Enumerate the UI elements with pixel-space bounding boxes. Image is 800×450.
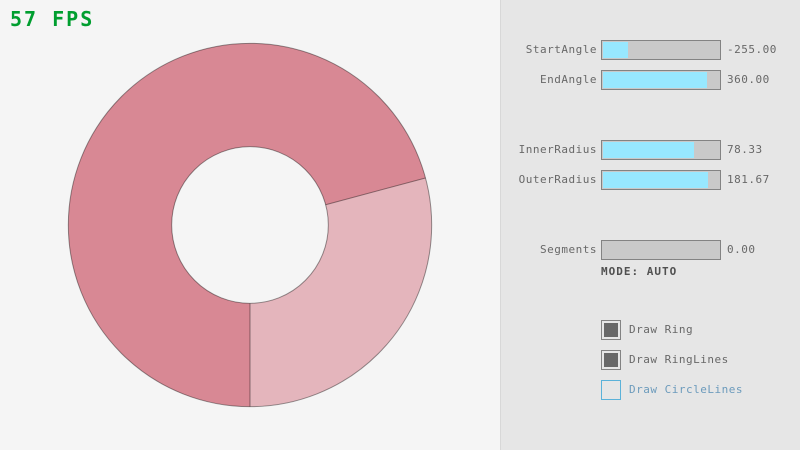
slider-row-segments: Segments 0.00 [501, 240, 800, 260]
controls-panel: StartAngle -255.00 EndAngle 360.00 InnerRadi… [500, 0, 800, 450]
checkbox-row-draw-ringlines: Draw RingLines [601, 350, 800, 370]
checkbox-label-draw-ringlines: Draw RingLines [629, 353, 729, 366]
slider-value-inner-radius: 78.33 [727, 143, 763, 156]
slider-row-end-angle: EndAngle 360.00 [501, 70, 800, 90]
slider-row-inner-radius: InnerRadius 78.33 [501, 140, 800, 160]
ring-chart [67, 42, 433, 408]
mode-label: MODE: AUTO [601, 265, 678, 278]
checkbox-draw-ringlines[interactable] [601, 350, 621, 370]
checkbox-check-icon [604, 353, 618, 367]
ring-outline-inner [171, 146, 329, 304]
slider-inner-radius[interactable] [601, 140, 721, 160]
ring-fill [68, 43, 432, 407]
slider-row-outer-radius: OuterRadius 181.67 [501, 170, 800, 190]
ring-overlap-fill [68, 43, 426, 407]
slider-value-outer-radius: 181.67 [727, 173, 770, 186]
slider-value-end-angle: 360.00 [727, 73, 770, 86]
slider-label-inner-radius: InnerRadius [518, 143, 597, 156]
slider-label-end-angle: EndAngle [540, 73, 597, 86]
slider-value-segments: 0.00 [727, 243, 756, 256]
fps-counter: 57 FPS [10, 7, 95, 31]
checkbox-draw-circlelines[interactable] [601, 380, 621, 400]
ring-radial-line-1 [325, 177, 426, 206]
checkbox-label-draw-circlelines: Draw CircleLines [629, 383, 743, 396]
checkbox-row-draw-circlelines: Draw CircleLines [601, 380, 800, 400]
slider-fill-inner-radius [603, 142, 694, 158]
checkbox-draw-ring[interactable] [601, 320, 621, 340]
slider-fill-start-angle [603, 42, 628, 58]
checkbox-check-icon [604, 323, 618, 337]
slider-fill-end-angle [603, 72, 707, 88]
ring-outline-outer [67, 42, 433, 408]
slider-label-outer-radius: OuterRadius [518, 173, 597, 186]
slider-start-angle[interactable] [601, 40, 721, 60]
slider-label-start-angle: StartAngle [525, 43, 597, 56]
slider-value-start-angle: -255.00 [727, 43, 777, 56]
slider-end-angle[interactable] [601, 70, 721, 90]
checkbox-label-draw-ring: Draw Ring [629, 323, 694, 336]
checkbox-row-draw-ring: Draw Ring [601, 320, 800, 340]
slider-row-start-angle: StartAngle -255.00 [501, 40, 800, 60]
slider-label-segments: Segments [540, 243, 597, 256]
slider-fill-outer-radius [603, 172, 708, 188]
slider-segments[interactable] [601, 240, 721, 260]
slider-outer-radius[interactable] [601, 170, 721, 190]
